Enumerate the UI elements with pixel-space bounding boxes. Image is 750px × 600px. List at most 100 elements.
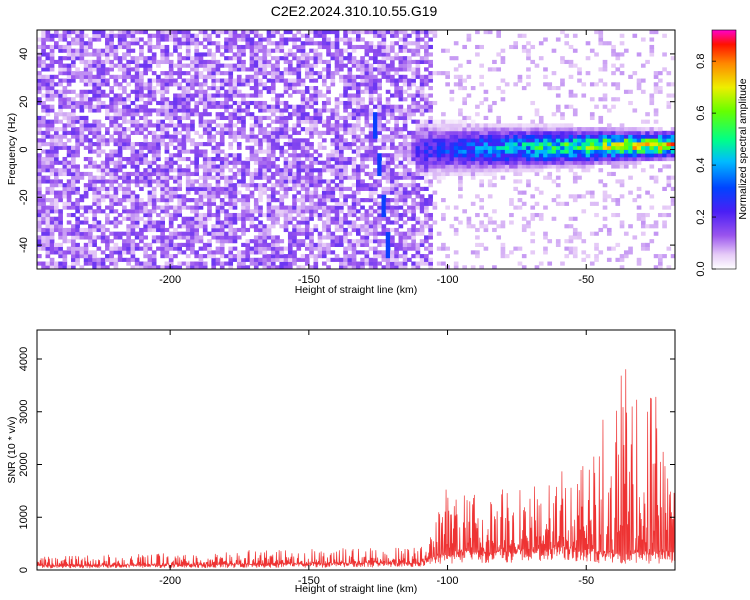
spectrogram-cell	[156, 175, 161, 180]
spectrogram-cell	[373, 67, 378, 72]
spectrogram-cell	[190, 265, 195, 270]
spectrogram-cell	[394, 119, 399, 124]
spectrogram-cell	[351, 112, 357, 117]
spectrogram-cell	[530, 239, 536, 244]
spectrogram-cell	[58, 179, 63, 184]
spectrogram-cell	[436, 134, 442, 139]
spectrogram-cell	[356, 216, 361, 221]
spectrogram-cell	[326, 194, 331, 199]
spectrogram-cell	[202, 142, 208, 147]
spectrogram-cell	[381, 164, 387, 169]
spectrogram-cell	[270, 82, 276, 87]
spectrogram-cell	[432, 201, 438, 206]
spectrogram-cell	[458, 138, 463, 143]
spectrogram-cell	[151, 89, 157, 94]
spectrogram-cell	[41, 138, 46, 143]
spectrogram-cell	[139, 115, 144, 121]
spectrogram-cell	[521, 142, 527, 147]
spectrogram-cell	[160, 30, 165, 35]
spectrogram-cell	[202, 231, 208, 236]
spectrogram-cell	[58, 108, 63, 113]
spectrogram-cell	[530, 231, 536, 236]
spectrogram-cell	[394, 56, 399, 61]
spectrogram-cell	[292, 239, 297, 244]
spectrogram-cell	[517, 134, 523, 139]
spectrogram-cell	[479, 205, 484, 210]
spectrogram-cell	[211, 212, 217, 218]
spectrogram-cell	[343, 220, 348, 225]
spectrogram-cell	[381, 254, 387, 259]
spectrogram-cell	[309, 235, 314, 240]
spectrogram-cell	[245, 156, 251, 162]
spectrogram-cell	[283, 156, 289, 162]
spectrogram-cell	[45, 30, 51, 35]
spectrogram-cell	[75, 93, 80, 98]
spectrogram-cell	[470, 224, 476, 229]
spectrogram-cell	[211, 224, 217, 229]
spectrogram-cell	[41, 63, 46, 68]
spectrogram-cell	[190, 198, 195, 203]
spectrogram-cell	[194, 227, 200, 233]
spectrogram-cell	[381, 239, 387, 244]
spectrogram-cell	[543, 130, 548, 135]
spectrogram-cell	[113, 168, 119, 173]
spectrogram-cell	[134, 242, 140, 247]
spectrogram-cell	[419, 186, 425, 191]
spectrogram-cell	[428, 198, 433, 203]
spectrogram-cell	[266, 175, 272, 180]
spectrogram-cell	[122, 257, 127, 262]
spectrogram-cell	[568, 138, 574, 143]
spectrogram-cell	[487, 142, 493, 147]
spectrogram-cell	[164, 123, 170, 128]
spectrogram-cell	[419, 254, 425, 259]
spectrogram-cell	[113, 265, 119, 270]
spectrogram-cell	[470, 145, 476, 150]
spectrogram-cell	[296, 89, 302, 94]
spectrogram-cell	[513, 205, 519, 210]
spectrogram-cell	[292, 142, 297, 147]
spectrogram-cell	[279, 100, 285, 106]
spectrogram-cell	[117, 108, 123, 113]
spectrogram-cell	[475, 212, 480, 218]
spectrogram-cell	[190, 209, 195, 214]
spectrogram-cell	[113, 250, 119, 255]
spectrogram-cell	[419, 171, 425, 177]
spectrogram-cell	[292, 37, 297, 42]
spectrogram-cell	[92, 242, 97, 247]
spectrogram-cell	[224, 44, 229, 50]
spectrogram-cell	[347, 52, 353, 57]
spectrogram-cell	[441, 160, 446, 165]
spectrogram-cell	[228, 246, 234, 251]
spectrogram-cell	[215, 48, 221, 53]
spectrogram-cell	[466, 224, 472, 229]
spectrogram-cell	[215, 59, 221, 65]
spectrogram-cell	[402, 212, 408, 218]
spectrogram-cell	[309, 48, 314, 53]
spectrogram-cell	[411, 183, 416, 188]
spectrogram-cell	[428, 104, 433, 109]
spectrogram-cell	[66, 186, 72, 191]
spectrogram-cell	[245, 254, 251, 259]
spectrogram-cell	[211, 127, 217, 132]
spectrogram-cell	[139, 130, 144, 135]
spectrogram-cell	[49, 198, 55, 203]
spectrogram-cell	[134, 104, 140, 109]
spectrogram-cell	[360, 160, 365, 165]
spectrogram-cell	[385, 153, 391, 158]
spectrogram-cell	[475, 104, 480, 109]
spectrogram-cell	[373, 115, 378, 121]
spectrogram-cell	[241, 201, 246, 206]
spectrogram-cell	[407, 48, 412, 53]
spectrogram-cell	[568, 123, 574, 128]
spectrogram-cell	[62, 257, 68, 262]
spectrogram-cell	[41, 74, 46, 79]
spectrogram-cell	[262, 239, 268, 244]
spectrogram-cell	[228, 41, 234, 46]
spectrogram-cell	[296, 164, 302, 169]
spectrogram-cell	[181, 171, 187, 177]
spectrogram-cell	[79, 138, 85, 143]
spectrogram-cell	[292, 89, 297, 94]
spectrogram-cell	[151, 171, 157, 177]
spectrogram-cell	[266, 164, 272, 169]
spectrogram-cell	[330, 190, 336, 195]
